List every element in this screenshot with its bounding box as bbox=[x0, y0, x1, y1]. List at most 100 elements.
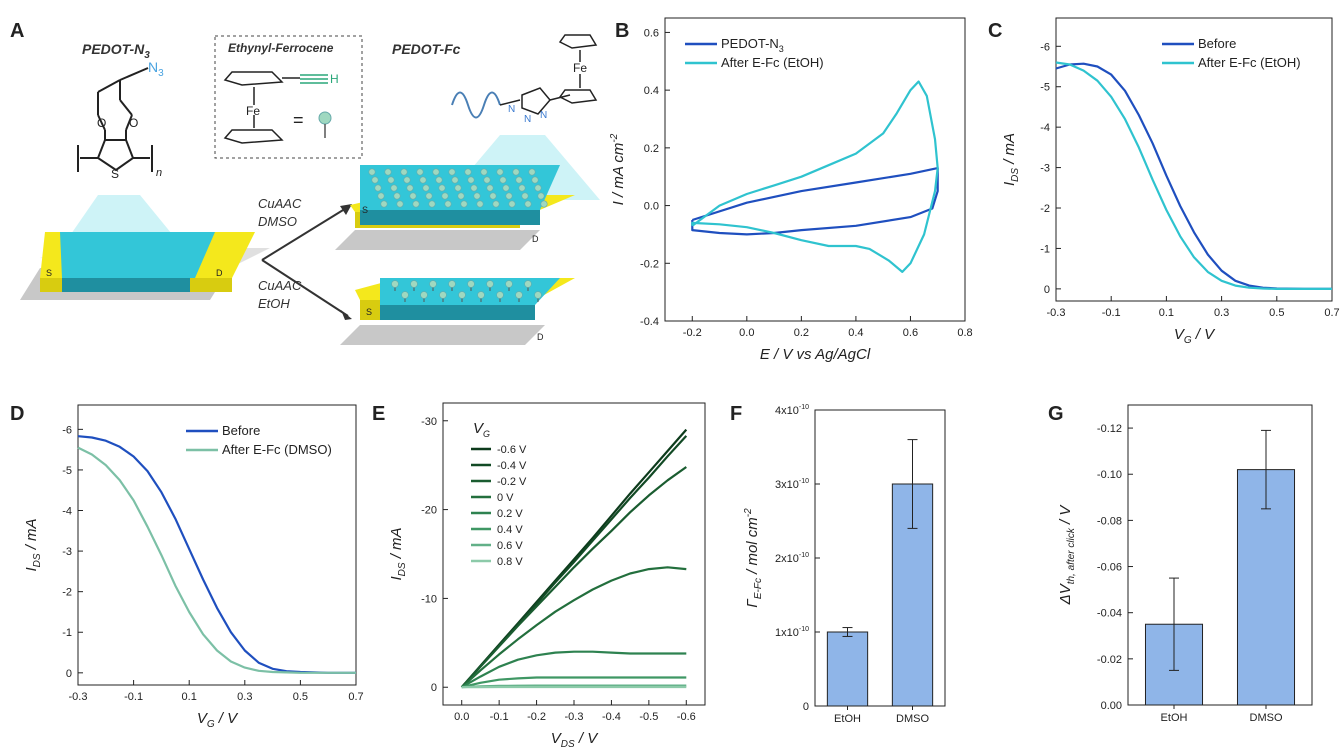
fc-ball bbox=[524, 200, 532, 208]
fc-ball bbox=[512, 168, 520, 176]
pedot-n3-title: PEDOT-N3 bbox=[82, 41, 150, 61]
fc-ball bbox=[476, 200, 484, 208]
y-tick-label: -0.10 bbox=[1097, 469, 1122, 481]
fc-ball bbox=[396, 200, 404, 208]
y-tick-label: -0.2 bbox=[640, 258, 659, 270]
fc-ball bbox=[390, 184, 398, 192]
legend-entry: 0.2 V bbox=[497, 508, 523, 520]
x-axis-label: VG / V bbox=[197, 710, 239, 730]
panel-letter-b: B bbox=[615, 20, 629, 42]
y-tick-label: -4 bbox=[1040, 122, 1050, 134]
fc-ball bbox=[416, 168, 424, 176]
arrow-etoh-head bbox=[341, 310, 352, 320]
legend-entry: After E-Fc (EtOH) bbox=[721, 55, 824, 70]
dmso-fc-balls bbox=[368, 168, 548, 208]
series-line-0 bbox=[691, 167, 939, 236]
fc-ball bbox=[448, 168, 456, 176]
x-tick-label: -0.2 bbox=[683, 327, 702, 339]
fc-ball bbox=[496, 168, 504, 176]
fc-ball bbox=[458, 291, 466, 299]
route-bottom-1: CuAAC bbox=[258, 278, 302, 293]
fc-ball bbox=[467, 176, 475, 184]
y-tick-label: 0.2 bbox=[644, 143, 659, 155]
fc-ball bbox=[380, 200, 388, 208]
x-tick-label: 0.5 bbox=[1269, 307, 1284, 319]
fc-ball bbox=[518, 184, 526, 192]
fc-ball bbox=[448, 280, 456, 288]
fc-ball bbox=[499, 176, 507, 184]
y-tick-label: -0.06 bbox=[1097, 562, 1122, 574]
legend-entry: Before bbox=[222, 423, 260, 438]
fc-ball bbox=[540, 200, 548, 208]
route-bottom-2: EtOH bbox=[258, 296, 290, 311]
x-tick-label: -0.4 bbox=[602, 711, 621, 723]
fc-ball bbox=[429, 280, 437, 288]
y-tick-label: -30 bbox=[421, 416, 437, 428]
y-tick-label: -0.12 bbox=[1097, 423, 1122, 435]
x-tick-label: 0.1 bbox=[1159, 307, 1174, 319]
fc-ball bbox=[467, 280, 475, 288]
fc-ball bbox=[505, 280, 513, 288]
route-top-1: CuAAC bbox=[258, 196, 302, 211]
y-axis-label: IDS / mA bbox=[1001, 133, 1021, 186]
x-tick-label: 0.7 bbox=[1324, 307, 1339, 319]
x-tick-label: -0.3 bbox=[565, 711, 584, 723]
legend-entry: After E-Fc (DMSO) bbox=[222, 442, 332, 457]
x-tick-label: 0.0 bbox=[739, 327, 754, 339]
ethynyl-ferrocene-box bbox=[214, 35, 363, 159]
arrow-etoh bbox=[261, 259, 349, 317]
fc-ball bbox=[508, 200, 516, 208]
fc-ball bbox=[368, 168, 376, 176]
panel-f-surface-coverage-chart: F 0 1x10-10 2x10-10 3x10-10 4x10-10 EtOH DMSO ΓE… bbox=[730, 403, 946, 725]
panel-letter-e: E bbox=[372, 403, 385, 425]
x-axis-label: E / V vs Ag/AgCl bbox=[760, 346, 871, 363]
y-tick-label: -0.08 bbox=[1097, 515, 1122, 527]
series-line-1 bbox=[77, 446, 356, 674]
arrow-dmso bbox=[261, 206, 349, 261]
y-tick-label: -0.02 bbox=[1097, 654, 1122, 666]
panel-c-transfer-etoh-chart: C -0.3 -0.1 0.1 0.3 0.5 0.7 0 -1 -2 -3 -4 -5 -6 VG / V… bbox=[988, 17, 1340, 346]
y-tick-label: -2 bbox=[1040, 203, 1050, 215]
panel-letter-g: G bbox=[1048, 403, 1064, 425]
panel-letter-a: A bbox=[10, 20, 24, 42]
y-tick-label: 0.0 bbox=[644, 201, 659, 213]
fc-ball bbox=[435, 176, 443, 184]
fc-ball bbox=[387, 176, 395, 184]
source-label-a: S bbox=[46, 268, 52, 278]
fc-ball bbox=[515, 176, 523, 184]
legend-entry: 0.4 V bbox=[497, 524, 523, 536]
fc-ball bbox=[401, 291, 409, 299]
panel-b-cv-chart: B -0.2 0.0 0.2 0.4 0.6 0.8 -0.4 -0.2 0.0 0.2 0.4 0.6… bbox=[609, 17, 973, 363]
y-tick-label: -5 bbox=[1040, 82, 1050, 94]
y-tick-label: -1 bbox=[62, 627, 72, 639]
fc-ball bbox=[420, 291, 428, 299]
series-line-0 bbox=[77, 435, 356, 674]
legend-title: VG bbox=[473, 420, 490, 439]
fc-ball bbox=[371, 176, 379, 184]
fc-ball bbox=[464, 168, 472, 176]
panel-letter-d: D bbox=[10, 403, 24, 425]
pedot-fc-title: PEDOT-Fc bbox=[392, 41, 461, 57]
y-tick-label: 0 bbox=[1044, 284, 1050, 296]
triazole-n2: N bbox=[524, 114, 531, 125]
panel-d-transfer-dmso-chart: D -0.3 -0.1 0.1 0.3 0.5 0.7 0 -1 -2 -3 -4 -5 -6 VG / V… bbox=[10, 403, 364, 730]
fc-ball bbox=[496, 291, 504, 299]
series-line-4 bbox=[461, 650, 687, 689]
x-tick-label: 0.8 bbox=[957, 327, 972, 339]
legend-entry: -0.2 V bbox=[497, 476, 527, 488]
series-line-0 bbox=[1055, 62, 1332, 290]
fc-ball bbox=[432, 168, 440, 176]
y-axis-label: ΔVth, after click / V bbox=[1057, 504, 1077, 606]
drain-label-etoh: D bbox=[537, 332, 544, 342]
y-tick-label: -0.4 bbox=[640, 316, 659, 328]
fc-ball bbox=[451, 176, 459, 184]
route-top-2: DMSO bbox=[258, 214, 297, 229]
series-line-1 bbox=[691, 80, 939, 273]
arrow-dmso-head bbox=[340, 204, 352, 215]
y-tick-label: 2x10-10 bbox=[775, 552, 809, 565]
x-tick-label: -0.3 bbox=[69, 691, 88, 703]
device-pristine bbox=[20, 232, 270, 300]
x-tick-label: 0.7 bbox=[348, 691, 363, 703]
fc-ball bbox=[537, 192, 545, 200]
